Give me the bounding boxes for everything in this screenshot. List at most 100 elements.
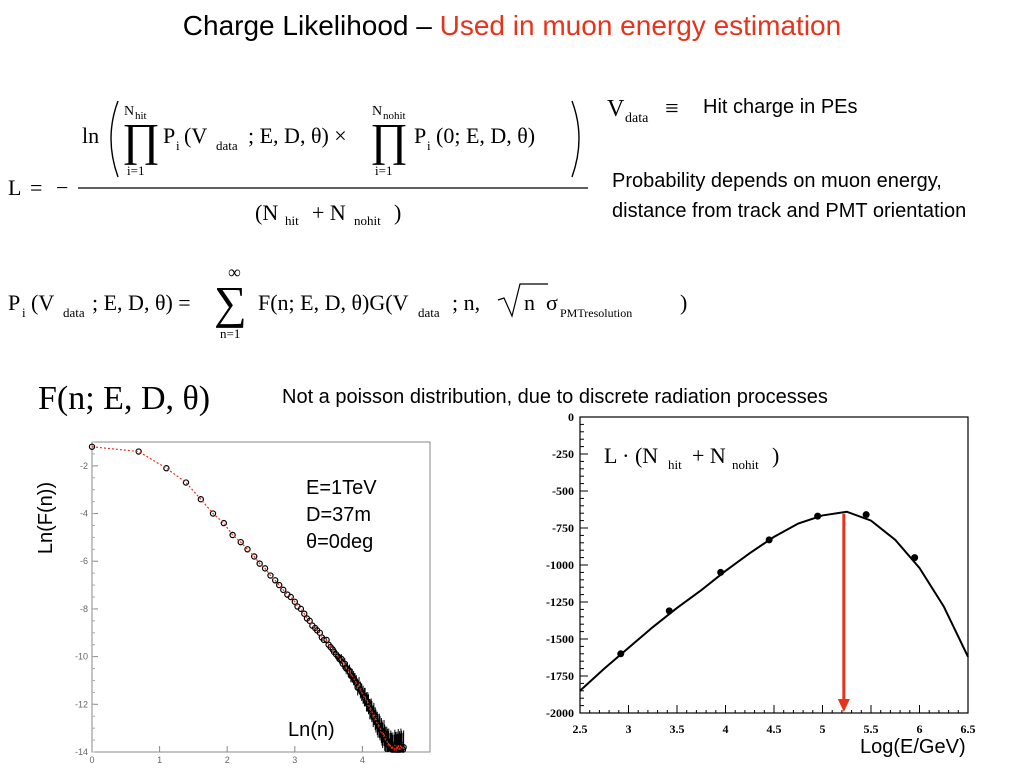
y-tick-label: -250 — [552, 447, 574, 461]
x-tick-label: 4.5 — [767, 722, 782, 736]
data-point — [814, 512, 822, 520]
x-tick-label: 6.5 — [961, 722, 976, 736]
not-poisson-note: Not a poisson distribution, due to discr… — [282, 386, 828, 408]
svg-text:i: i — [176, 138, 180, 153]
x-tick-label: 4 — [360, 755, 365, 765]
data-point — [276, 581, 283, 589]
annotation-line: E=1TeV — [306, 477, 377, 499]
y-tick-label: -10 — [75, 652, 88, 662]
data-point — [306, 617, 313, 625]
y-tick-label: -2000 — [546, 706, 574, 720]
y-tick-label: -1750 — [546, 669, 574, 683]
data-point — [267, 572, 274, 579]
svg-text:N: N — [372, 104, 382, 119]
x-tick-label: 2 — [225, 755, 230, 765]
minimum-arrow-head — [837, 699, 850, 712]
data-point — [261, 565, 269, 572]
data-point — [220, 519, 228, 527]
data-point — [209, 510, 217, 517]
svg-text:σ: σ — [546, 290, 558, 315]
annotation-line: θ=0deg — [306, 531, 373, 553]
svg-text:n: n — [524, 290, 535, 315]
x-tick-label: 1 — [157, 755, 162, 765]
svg-text:hit: hit — [285, 213, 299, 228]
data-point — [765, 536, 773, 544]
svg-text:∞: ∞ — [228, 262, 241, 282]
data-point — [197, 496, 205, 503]
ylabel-part: L · (N — [604, 443, 658, 468]
x-tick-label: 3 — [626, 722, 632, 736]
svg-text:; E, D, θ) ×: ; E, D, θ) × — [248, 123, 347, 148]
svg-text:F(n; E, D, θ)G(V: F(n; E, D, θ)G(V — [258, 290, 409, 315]
fn-label: F(n; E, D, θ) — [38, 380, 211, 417]
y-tick-label: -8 — [80, 604, 88, 614]
ln-f-plot: 0 1 2 3 4 -2 -4 -6 -8 -10 -12 -14 Ln(F(n)) E=1TeV D=37… — [35, 441, 431, 765]
ylabel-sub: hit — [668, 457, 682, 472]
svg-text:; n,: ; n, — [452, 290, 480, 315]
svg-text:ln: ln — [82, 123, 99, 148]
data-point — [271, 577, 279, 584]
y-tick-label: -14 — [75, 747, 88, 757]
data-point — [237, 538, 244, 546]
svg-text:≡: ≡ — [665, 96, 679, 122]
svg-text:; E, D, θ) =: ; E, D, θ) = — [92, 290, 191, 315]
svg-text:(V: (V — [184, 123, 207, 148]
y-tick-label: -6 — [80, 556, 88, 566]
svg-text:V: V — [607, 96, 625, 122]
x-tick-label: 2.5 — [573, 722, 588, 736]
left-ylabel: Ln(F(n)) — [35, 482, 57, 554]
svg-text:∏: ∏ — [370, 114, 408, 165]
svg-text:hit: hit — [135, 110, 147, 122]
svg-text:nohit: nohit — [354, 213, 381, 228]
x-tick-label: 3.5 — [670, 722, 685, 736]
ylabel-sub: nohit — [732, 457, 759, 472]
svg-text:PMTresolution: PMTresolution — [560, 306, 632, 320]
svg-text:−: − — [56, 175, 68, 200]
svg-text:(N: (N — [255, 200, 278, 225]
svg-text:L: L — [8, 175, 21, 200]
ylabel-part: + N — [692, 443, 726, 468]
data-point — [287, 593, 294, 601]
x-tick-label: 0 — [89, 755, 94, 765]
y-tick-label: -4 — [80, 509, 88, 519]
svg-text:): ) — [680, 290, 687, 315]
svg-text:i: i — [22, 305, 26, 320]
svg-text:): ) — [394, 200, 401, 225]
y-tick-label: -500 — [552, 484, 574, 498]
y-tick-label: -1500 — [546, 632, 574, 646]
svg-text:i=1: i=1 — [375, 163, 392, 178]
svg-text:data: data — [216, 138, 238, 153]
data-point — [617, 650, 625, 658]
svg-text:nohit: nohit — [383, 110, 406, 122]
data-point — [291, 598, 298, 605]
left-xlabel: Ln(n) — [288, 719, 335, 741]
data-point — [280, 586, 287, 594]
x-tick-label: 3 — [292, 755, 297, 765]
svg-text:n=1: n=1 — [220, 326, 240, 341]
y-tick-label: -2 — [80, 461, 88, 471]
right-xlabel: Log(E/GeV) — [860, 736, 966, 758]
x-tick-label: 5 — [820, 722, 826, 736]
y-tick-label: -1000 — [546, 558, 574, 572]
right-ylabel: L · (N hit + N nohit) — [604, 443, 779, 472]
annotation-line: D=37m — [306, 504, 371, 526]
likelihood-vs-energy-plot: 2.5 3 3.5 4 4.5 5 5.5 6 6.5 0 -250 -500 -750 -1000 -12… — [546, 410, 976, 736]
slide-title: Charge Likelihood – Used in muon energy … — [0, 10, 1024, 42]
svg-text:data: data — [625, 111, 649, 126]
y-tick-label: -750 — [552, 521, 574, 535]
svg-text:(V: (V — [31, 290, 54, 315]
data-point — [256, 560, 263, 567]
vdata-definition: Hit charge in PEs — [703, 96, 858, 118]
x-tick-label: 5.5 — [864, 722, 879, 736]
svg-text:P: P — [414, 123, 426, 148]
ylabel-part: ) — [772, 443, 779, 468]
plot-frame — [91, 441, 431, 753]
title-main: Charge Likelihood – — [182, 10, 440, 41]
data-point — [229, 531, 236, 539]
data-point — [862, 511, 870, 519]
data-point — [717, 568, 725, 576]
data-point — [251, 553, 258, 560]
